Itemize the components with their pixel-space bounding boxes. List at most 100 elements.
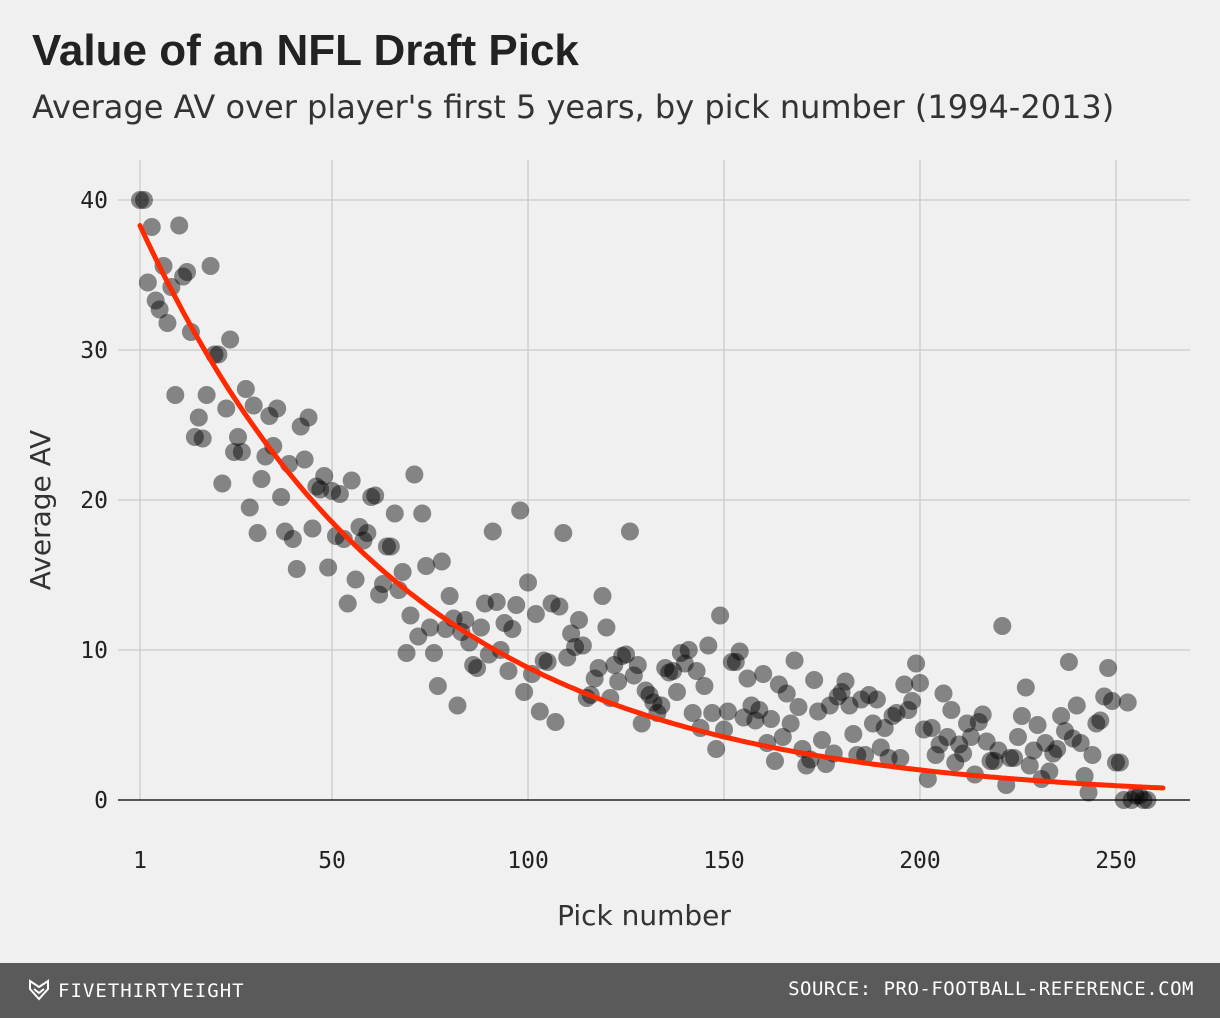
data-point xyxy=(836,672,855,691)
data-point xyxy=(526,605,545,623)
data-point xyxy=(213,474,232,493)
data-point xyxy=(134,191,153,209)
data-points xyxy=(131,191,1157,809)
data-point xyxy=(295,450,314,469)
data-point xyxy=(722,653,741,671)
trend-line xyxy=(137,223,1166,791)
data-point xyxy=(228,428,247,446)
data-point xyxy=(1114,791,1133,809)
data-point xyxy=(1071,734,1090,752)
data-point xyxy=(534,651,553,670)
data-point xyxy=(644,693,663,712)
data-point xyxy=(1056,722,1075,740)
data-point xyxy=(1079,783,1098,802)
data-point xyxy=(695,677,714,695)
data-point xyxy=(1059,653,1078,671)
data-point xyxy=(166,386,185,404)
data-point xyxy=(958,714,977,733)
data-point xyxy=(1063,729,1082,748)
data-point xyxy=(401,606,420,625)
data-point xyxy=(483,522,502,541)
data-point xyxy=(546,713,565,731)
data-point xyxy=(1126,786,1145,805)
data-point xyxy=(338,594,357,613)
data-point xyxy=(138,273,157,292)
data-point xyxy=(315,467,334,485)
x-tick-label: 1 xyxy=(133,848,147,874)
data-point xyxy=(236,380,255,398)
data-point xyxy=(201,257,220,275)
data-point xyxy=(632,714,651,733)
data-point xyxy=(593,587,612,605)
data-point xyxy=(820,696,839,715)
data-point xyxy=(1048,740,1067,758)
data-point xyxy=(1122,791,1141,809)
chart-title: Value of an NFL Draft Pick xyxy=(32,26,579,75)
data-point xyxy=(268,399,287,418)
data-point xyxy=(252,470,271,488)
data-point xyxy=(221,330,240,349)
data-point xyxy=(558,648,577,667)
data-point xyxy=(217,399,236,418)
data-point xyxy=(981,752,1000,770)
data-point xyxy=(1118,693,1137,712)
data-point xyxy=(174,267,193,286)
x-tick-label: 50 xyxy=(318,848,346,874)
data-point xyxy=(1016,678,1035,697)
data-point xyxy=(370,585,389,604)
data-point xyxy=(938,728,957,746)
data-point xyxy=(276,522,295,541)
data-point xyxy=(769,675,788,694)
x-tick-label: 150 xyxy=(703,848,745,874)
x-axis-ticks: 1 50 100 150 200 250 xyxy=(133,848,1137,874)
data-point xyxy=(189,408,208,427)
data-point xyxy=(554,524,573,542)
y-axis-ticks: 0 10 20 30 40 xyxy=(80,188,108,814)
data-point xyxy=(1028,716,1047,734)
data-point xyxy=(660,663,679,682)
data-point xyxy=(687,662,706,680)
data-point xyxy=(1103,692,1122,710)
data-point xyxy=(734,708,753,727)
data-point xyxy=(519,573,538,592)
x-axis-label: Pick number xyxy=(557,899,731,932)
data-point xyxy=(566,638,585,656)
data-point xyxy=(961,728,980,746)
data-point xyxy=(871,738,890,757)
data-point xyxy=(765,752,784,770)
data-point xyxy=(813,731,831,749)
data-point xyxy=(507,596,526,614)
data-point xyxy=(926,746,945,764)
data-point xyxy=(597,618,616,637)
data-point xyxy=(1138,791,1157,809)
data-point xyxy=(150,300,169,319)
data-point xyxy=(464,656,483,674)
data-point xyxy=(985,752,1004,770)
data-point xyxy=(1106,753,1125,772)
data-point xyxy=(413,504,432,523)
data-point xyxy=(773,728,792,746)
data-point xyxy=(891,749,910,767)
data-point xyxy=(511,501,530,520)
data-point xyxy=(1036,734,1055,752)
data-point xyxy=(887,704,906,722)
data-point xyxy=(303,519,322,538)
data-point xyxy=(487,593,506,611)
data-point xyxy=(146,291,165,310)
data-point xyxy=(503,620,522,638)
data-point xyxy=(393,563,412,581)
data-point xyxy=(832,683,851,701)
data-point xyxy=(1020,756,1039,775)
data-point xyxy=(334,530,353,548)
data-point xyxy=(585,669,604,688)
data-point xyxy=(671,644,690,662)
data-point xyxy=(1067,696,1086,715)
data-point xyxy=(589,659,608,677)
data-point xyxy=(573,636,592,655)
data-point xyxy=(969,713,988,731)
data-point xyxy=(358,524,377,542)
data-point xyxy=(1001,749,1020,767)
data-point xyxy=(993,617,1012,635)
data-point xyxy=(530,702,549,721)
